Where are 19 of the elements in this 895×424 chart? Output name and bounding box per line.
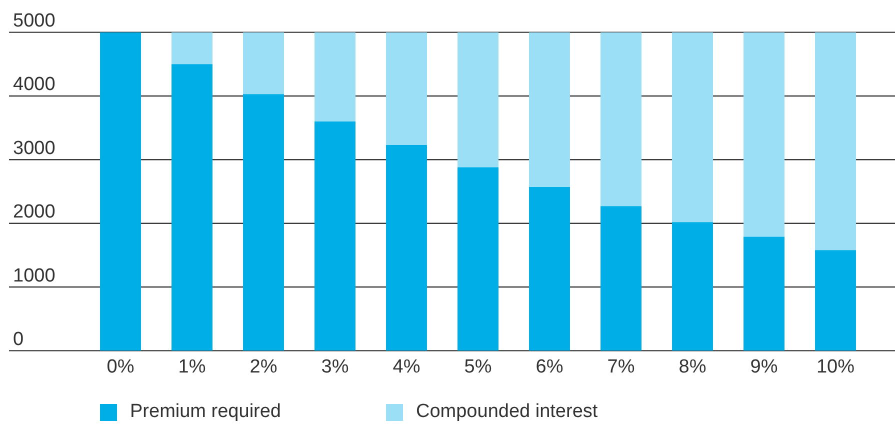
x-tick-label: 0%: [106, 356, 134, 378]
x-tick-label: 1%: [178, 356, 206, 378]
y-tick-label: 0: [13, 328, 24, 350]
y-tick-label: 5000: [13, 10, 56, 32]
x-tick-label: 8%: [678, 356, 706, 378]
y-tick-label: 1000: [13, 265, 56, 286]
y-tick-label: 3000: [13, 138, 56, 159]
x-tick-label: 10%: [816, 356, 855, 378]
legend-label: Compounded interest: [416, 401, 598, 423]
legend-label: Premium required: [130, 401, 281, 423]
x-tick-label: 3%: [321, 356, 349, 378]
x-tick-label: 9%: [750, 356, 778, 378]
x-tick-label: 5%: [464, 356, 492, 378]
y-tick-label: 4000: [13, 74, 56, 96]
x-tick-label: 6%: [536, 356, 564, 378]
x-tick-label: 4%: [392, 356, 420, 378]
y-tick-label: 2000: [13, 202, 56, 223]
x-tick-label: 7%: [607, 356, 635, 378]
x-tick-label: 2%: [250, 356, 278, 378]
